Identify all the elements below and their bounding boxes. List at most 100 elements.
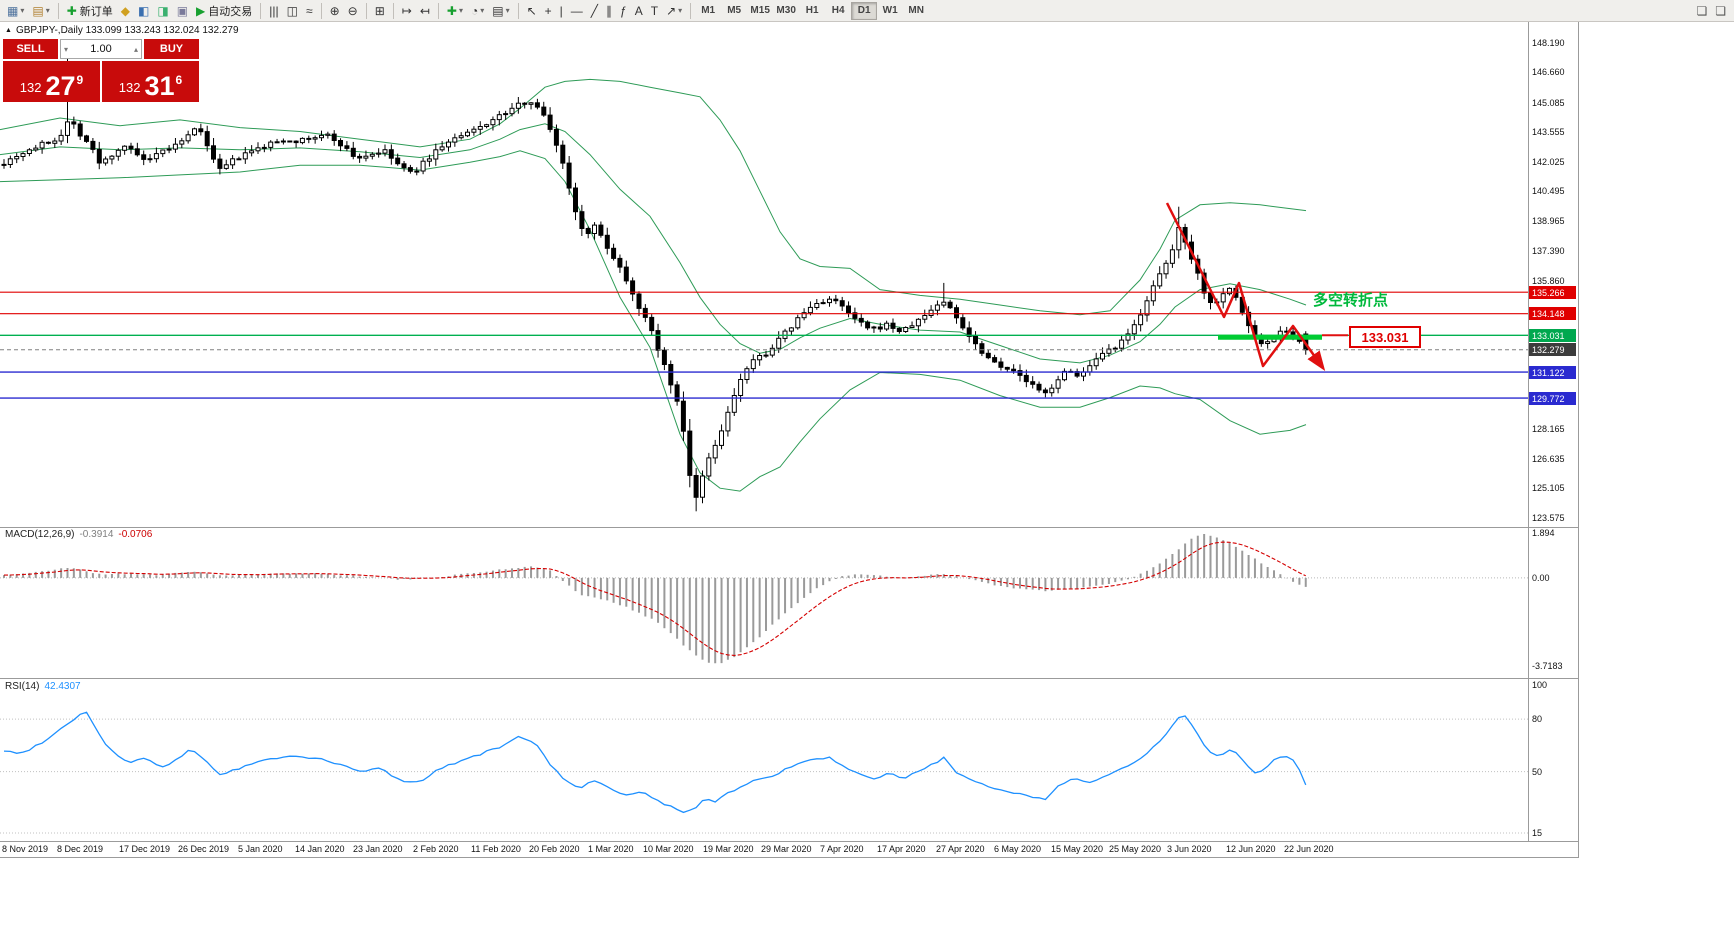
lot-increase-button[interactable]: ▴ <box>133 44 138 54</box>
chevron-down-icon: ▾ <box>480 6 485 15</box>
rsi-axis-label: 50 <box>1532 767 1543 777</box>
zoom-out-button[interactable]: ⊖ <box>344 1 362 21</box>
window-icon-1[interactable]: ❏ <box>1692 1 1711 21</box>
trend-arrow-drawing[interactable] <box>1165 202 1326 372</box>
vertical-line-button[interactable]: | <box>556 1 567 21</box>
cursor-button[interactable]: ↖ <box>523 1 541 21</box>
rsi-pane-divider[interactable] <box>0 678 1579 679</box>
channel-button[interactable]: ∥ <box>602 1 616 21</box>
timeframe-m5[interactable]: M5 <box>721 2 747 20</box>
macd-pane-divider[interactable] <box>0 527 1579 528</box>
periods-button[interactable]: ◔ ▾ <box>467 1 488 21</box>
timeframe-h1[interactable]: H1 <box>799 2 825 20</box>
crosshair-button[interactable]: + <box>541 1 556 21</box>
toolbar-group-line-studies: ↖ + | — ╱ ∥ ƒ A T ↗ ▾ <box>523 0 687 22</box>
chevron-down-icon: ▾ <box>678 6 683 15</box>
toolbar-separator <box>437 2 439 19</box>
profiles-button[interactable]: ▤ ▾ <box>28 1 53 21</box>
bollinger-middle <box>0 123 1307 364</box>
price-axis-label: 142.025 <box>1532 157 1565 167</box>
date-axis-label: 22 Jun 2020 <box>1284 844 1334 854</box>
candlestick-chart-button[interactable]: ◫ <box>283 1 302 21</box>
new-order-button[interactable]: ✚ 新订单 <box>63 1 117 21</box>
market-watch-icon: ◧ <box>138 3 150 18</box>
terminal-button[interactable]: ▣ <box>173 1 192 21</box>
bar-chart-button[interactable]: ||| <box>265 1 282 21</box>
date-axis-label: 23 Jan 2020 <box>353 844 403 854</box>
date-axis-label: 11 Feb 2020 <box>471 844 521 854</box>
arrows-button[interactable]: ↗ ▾ <box>662 1 686 21</box>
auto-scroll-icon: ↦ <box>401 3 412 18</box>
timeframe-h4[interactable]: H4 <box>825 2 851 20</box>
toolbar-right-icons: ❏ ❏ <box>1692 1 1730 21</box>
chart-window-right-border <box>1578 22 1579 858</box>
timeframe-w1[interactable]: W1 <box>877 2 903 20</box>
templates-icon: ▤ <box>492 3 504 18</box>
crosshair-icon: + <box>544 3 552 18</box>
level-price-annotation[interactable]: 133.031 <box>1349 326 1421 348</box>
sell-price-sup: 9 <box>76 73 84 87</box>
date-axis-label: 6 May 2020 <box>994 844 1042 854</box>
navigator-button[interactable]: ◨ <box>153 1 172 21</box>
fibonacci-icon: ƒ <box>620 3 627 18</box>
new-chart-button[interactable]: ▦ ▾ <box>3 1 28 21</box>
price-axis-label: 126.635 <box>1532 454 1565 464</box>
timeframe-m30[interactable]: M30 <box>773 2 799 20</box>
window-icon-2[interactable]: ❏ <box>1711 1 1730 21</box>
price-badge-133.031: 133.031 <box>1529 329 1576 342</box>
buy-price-button[interactable]: 132 31 6 <box>102 61 199 102</box>
date-axis-label: 29 Mar 2020 <box>761 844 812 854</box>
autotrading-label: 自动交易 <box>208 5 253 18</box>
lot-value[interactable]: 1.00 <box>90 43 112 55</box>
market-watch-button[interactable]: ◧ <box>134 1 153 21</box>
buy-price-sup: 6 <box>175 73 183 87</box>
text-button[interactable]: A <box>631 1 647 21</box>
autotrading-icon: ▶ <box>196 3 206 18</box>
horizontal-level-lines[interactable] <box>0 291 1528 399</box>
candlestick-chart-icon: ◫ <box>286 3 298 18</box>
lot-decrease-button[interactable]: ▾ <box>64 44 69 54</box>
toolbar-group-trade: ✚ 新订单 ◆ ◧ ◨ ▣ ▶ 自动交易 <box>63 0 257 22</box>
price-axis-label: 128.165 <box>1532 424 1565 434</box>
bollinger-lower <box>0 150 1307 492</box>
auto-scroll-button[interactable]: ↦ <box>398 1 416 21</box>
tile-windows-button[interactable]: ⊞ <box>371 1 389 21</box>
fibonacci-button[interactable]: ƒ <box>616 1 631 21</box>
indicators-button[interactable]: ✚ ▾ <box>443 1 467 21</box>
toolbar-separator <box>57 2 59 19</box>
price-axis-label: 145.085 <box>1532 98 1565 108</box>
macd-signal-line <box>3 541 1306 656</box>
sell-button[interactable]: SELL <box>3 39 58 59</box>
zoom-in-button[interactable]: ⊕ <box>326 1 344 21</box>
turning-point-annotation[interactable]: 多空转折点 <box>1313 292 1389 309</box>
toolbar-separator <box>517 2 519 19</box>
navigator-icon: ◨ <box>157 3 169 18</box>
lot-size-field[interactable]: ▾ 1.00 ▴ <box>60 39 142 59</box>
timeframe-d1[interactable]: D1 <box>851 1 878 20</box>
sell-price-button[interactable]: 132 27 9 <box>3 61 100 102</box>
rsi-indicator <box>0 711 1528 834</box>
timeframe-m15[interactable]: M15 <box>747 2 773 20</box>
label-button[interactable]: T <box>647 1 662 21</box>
price-axis-label: 140.495 <box>1532 186 1565 196</box>
price-axis-label: 137.390 <box>1532 246 1565 256</box>
symbol-ohlc-label: GBPJPY-,Daily 133.099 133.243 132.024 13… <box>15 25 239 36</box>
one-click-collapse-toggle[interactable]: ▲ <box>5 27 12 34</box>
price-badge-129.772: 129.772 <box>1529 392 1576 405</box>
trendline-button[interactable]: ╱ <box>587 1 602 21</box>
text-icon: A <box>634 3 643 18</box>
macd-name: MACD(12,26,9) <box>5 529 75 540</box>
line-chart-button[interactable]: ≈ <box>302 1 317 21</box>
timeframe-mn[interactable]: MN <box>903 2 929 20</box>
metaeditor-button[interactable]: ◆ <box>117 1 134 21</box>
timeframe-m1[interactable]: M1 <box>695 2 721 20</box>
toolbar-separator <box>392 2 394 19</box>
window-icon-1: ❏ <box>1696 4 1708 18</box>
templates-button[interactable]: ▤ ▾ <box>488 1 513 21</box>
autotrading-button[interactable]: ▶ 自动交易 <box>192 1 256 21</box>
horizontal-line-button[interactable]: — <box>567 1 587 21</box>
chart-shift-button[interactable]: ↤ <box>416 1 434 21</box>
buy-button[interactable]: BUY <box>144 39 199 59</box>
new-chart-icon: ▦ <box>7 3 19 18</box>
